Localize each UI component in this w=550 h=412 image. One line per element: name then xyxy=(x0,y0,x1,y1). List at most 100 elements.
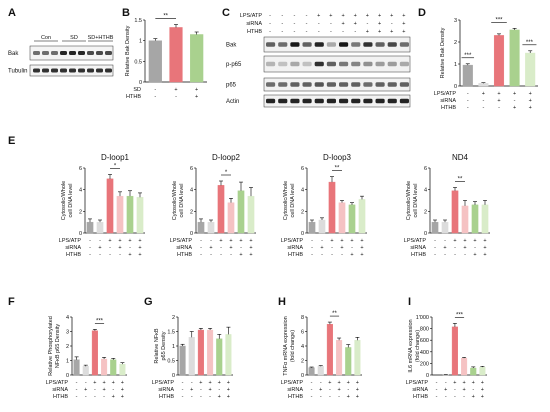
bar xyxy=(479,366,486,376)
condition-sign: - xyxy=(482,98,484,104)
condition-sign: - xyxy=(474,245,476,251)
bar xyxy=(82,366,89,376)
condition-sign: + xyxy=(195,94,198,100)
condition-label: siRNA xyxy=(440,98,456,104)
condition-sign: + xyxy=(513,91,516,97)
y-tick-label: 6 xyxy=(190,166,193,172)
y-tick-label: 0.5 xyxy=(167,359,175,365)
y-axis-title: Cytosolic/Whole xyxy=(283,181,289,220)
y-tick-label: 1.5 xyxy=(134,18,142,24)
condition-sign: - xyxy=(311,238,313,244)
condition-sign: - xyxy=(311,380,313,386)
y-tick-label: 0.5 xyxy=(134,59,142,65)
y-axis-title: Relative Phosphorylated xyxy=(48,316,54,376)
chart-g: 0 0.5 1 1.5 2 Relative NFκB p65 Density LPS/ATP… xyxy=(152,315,233,400)
condition-sign: - xyxy=(103,394,105,400)
blot-band xyxy=(290,82,300,87)
condition-sign: + xyxy=(199,380,202,386)
condition-sign: + xyxy=(482,91,485,97)
significance-label: *** xyxy=(495,17,503,23)
bar xyxy=(96,221,104,234)
condition-sign: + xyxy=(354,13,357,19)
blot-band xyxy=(33,51,40,55)
condition-sign: + xyxy=(340,245,343,251)
bar xyxy=(188,337,195,376)
blot-band xyxy=(314,82,324,87)
blot-band xyxy=(266,98,276,104)
condition-sign: + xyxy=(402,21,405,27)
bar xyxy=(461,357,468,376)
condition-sign: - xyxy=(354,29,356,35)
blot-band xyxy=(375,98,385,104)
bar xyxy=(110,359,117,376)
panel-label-i: I xyxy=(408,296,411,308)
condition-sign: - xyxy=(463,394,465,400)
y-axis-title: Relative Bak Density xyxy=(440,27,446,78)
condition-sign: - xyxy=(436,394,438,400)
condition-sign: - xyxy=(209,394,211,400)
bar xyxy=(478,83,489,87)
condition-sign: + xyxy=(453,380,456,386)
blot-band xyxy=(96,68,103,73)
condition-sign: - xyxy=(210,252,212,258)
y-tick-label: 1 xyxy=(139,39,142,45)
condition-sign: - xyxy=(99,252,101,258)
bar xyxy=(509,29,520,87)
condition-sign: + xyxy=(249,238,252,244)
condition-sign: - xyxy=(436,387,438,393)
condition-sign: + xyxy=(356,387,359,393)
y-tick-label: 0 xyxy=(301,231,304,237)
y-tick-label: 1'000 xyxy=(416,315,429,321)
bar xyxy=(247,195,255,234)
condition-sign: + xyxy=(121,394,124,400)
bar xyxy=(148,40,162,83)
y-tick-label: 400 xyxy=(420,350,429,356)
condition-label: siRNA xyxy=(412,387,428,393)
y-axis-title: Cytosolic/Whole xyxy=(406,181,412,220)
y-tick-label: 0 xyxy=(426,373,429,379)
chart-e4: 0 2 4 6 Cytosolic/Whole cell DNA level ND4 ** LP… xyxy=(404,153,490,258)
condition-label: LPS/ATP xyxy=(406,380,429,386)
blot-band xyxy=(314,98,324,104)
y-tick-label: 4 xyxy=(66,315,69,321)
bar xyxy=(207,221,215,234)
blot-band xyxy=(387,61,397,67)
condition-sign: - xyxy=(347,387,349,393)
chart-e1: 0 2 4 6 Cytosolic/Whole cell DNA level D-loop1… xyxy=(59,153,145,258)
panel-label-h: H xyxy=(278,296,286,308)
blot-band xyxy=(60,51,67,55)
condition-sign: - xyxy=(321,238,323,244)
condition-sign: - xyxy=(434,238,436,244)
blot-band xyxy=(399,42,409,47)
condition-sign: - xyxy=(342,29,344,35)
condition-label: HTHB xyxy=(159,394,174,400)
bar xyxy=(328,181,336,234)
y-tick-label: 0 xyxy=(139,80,142,86)
blot-band xyxy=(60,68,67,73)
blot-band xyxy=(375,82,385,87)
condition-sign: + xyxy=(340,238,343,244)
condition-sign: + xyxy=(102,387,105,393)
condition-sign: - xyxy=(306,21,308,27)
condition-sign: - xyxy=(464,252,466,258)
panel-label-d: D xyxy=(418,7,426,19)
condition-sign: + xyxy=(138,245,141,251)
condition-sign: + xyxy=(337,387,340,393)
condition-sign: + xyxy=(118,238,121,244)
condition-sign: + xyxy=(337,380,340,386)
condition-sign: - xyxy=(498,105,500,111)
blot-band xyxy=(278,61,288,67)
condition-sign: + xyxy=(112,394,115,400)
condition-sign: - xyxy=(89,252,91,258)
y-tick-label: 6 xyxy=(424,166,427,172)
bar xyxy=(227,202,235,234)
bar xyxy=(348,204,356,234)
bar xyxy=(431,221,439,234)
blot-band xyxy=(290,61,300,67)
y-tick-label: 3 xyxy=(454,18,457,24)
y-tick-label: 6 xyxy=(79,166,82,172)
significance-label: ** xyxy=(335,166,340,172)
